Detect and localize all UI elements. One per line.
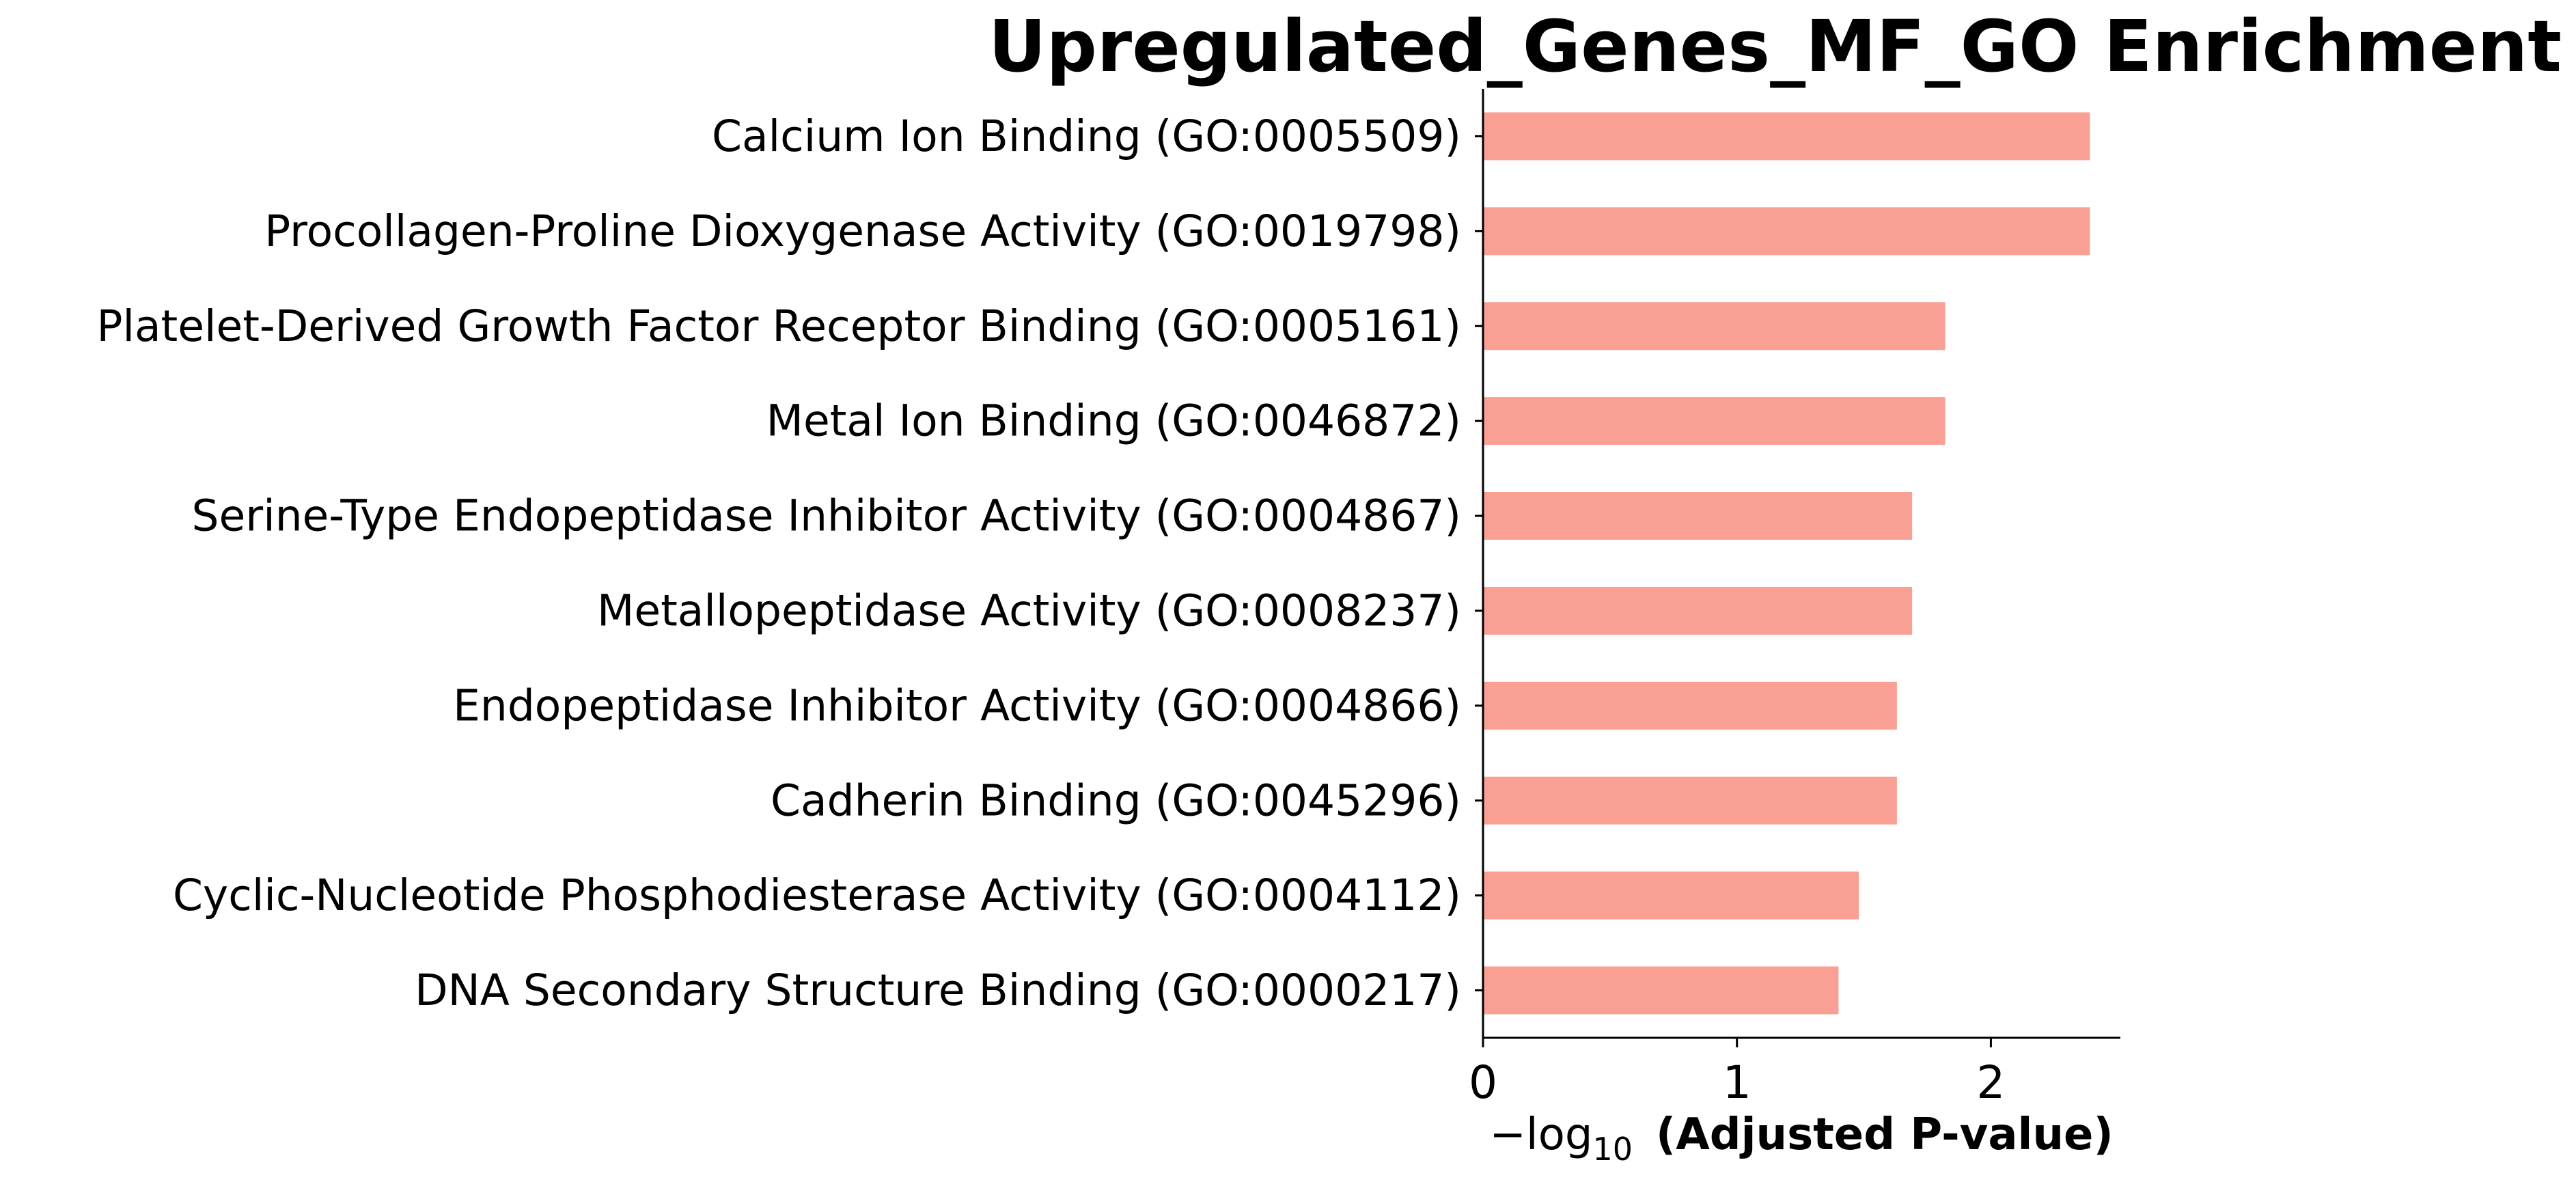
x-axis-label-prefix: −log [1489, 1110, 1592, 1160]
x-axis-ticks: 0 1 2 [1469, 1038, 2005, 1109]
x-axis-label: −log10 (Adjusted P-value) [1489, 1110, 2113, 1168]
category-label-3: Platelet-Derived Growth Factor Receptor … [96, 301, 1461, 351]
chart-title: Upregulated_Genes_MF_GO Enrichment [988, 5, 2562, 88]
x-tick-label-1: 0 [1469, 1056, 1497, 1109]
category-label-8: Cadherin Binding (GO:0045296) [771, 775, 1461, 825]
category-labels: Calcium Ion Binding (GO:0005509) Procolla… [96, 111, 1483, 1015]
bar-6 [1483, 586, 1913, 635]
category-label-1: Calcium Ion Binding (GO:0005509) [712, 111, 1461, 161]
bar-9 [1483, 871, 1859, 920]
category-label-6: Metallopeptidase Activity (GO:0008237) [597, 586, 1461, 635]
bars-layer [1483, 112, 2090, 1015]
bar-4 [1483, 397, 1945, 445]
bar-7 [1483, 681, 1897, 730]
category-label-5: Serine-Type Endopeptidase Inhibitor Acti… [192, 491, 1461, 541]
bar-5 [1483, 492, 1913, 540]
bar-3 [1483, 302, 1945, 350]
category-label-2: Procollagen-Proline Dioxygenase Activity… [264, 206, 1461, 256]
category-label-4: Metal Ion Binding (GO:0046872) [766, 396, 1461, 446]
bar-2 [1483, 207, 2090, 256]
category-label-9: Cyclic-Nucleotide Phosphodiesterase Acti… [173, 870, 1461, 920]
category-label-7: Endopeptidase Inhibitor Activity (GO:000… [453, 680, 1461, 730]
axes [1482, 89, 2120, 1039]
bar-8 [1483, 776, 1897, 825]
bar-1 [1483, 112, 2090, 161]
x-axis-label-subscript: 10 [1592, 1131, 1633, 1168]
bar-10 [1483, 966, 1839, 1015]
x-tick-label-2: 1 [1723, 1056, 1751, 1109]
x-tick-label-3: 2 [1976, 1056, 2005, 1109]
category-label-10: DNA Secondary Structure Binding (GO:0000… [415, 965, 1461, 1015]
x-axis-label-main: (Adjusted P-value) [1656, 1110, 2114, 1160]
